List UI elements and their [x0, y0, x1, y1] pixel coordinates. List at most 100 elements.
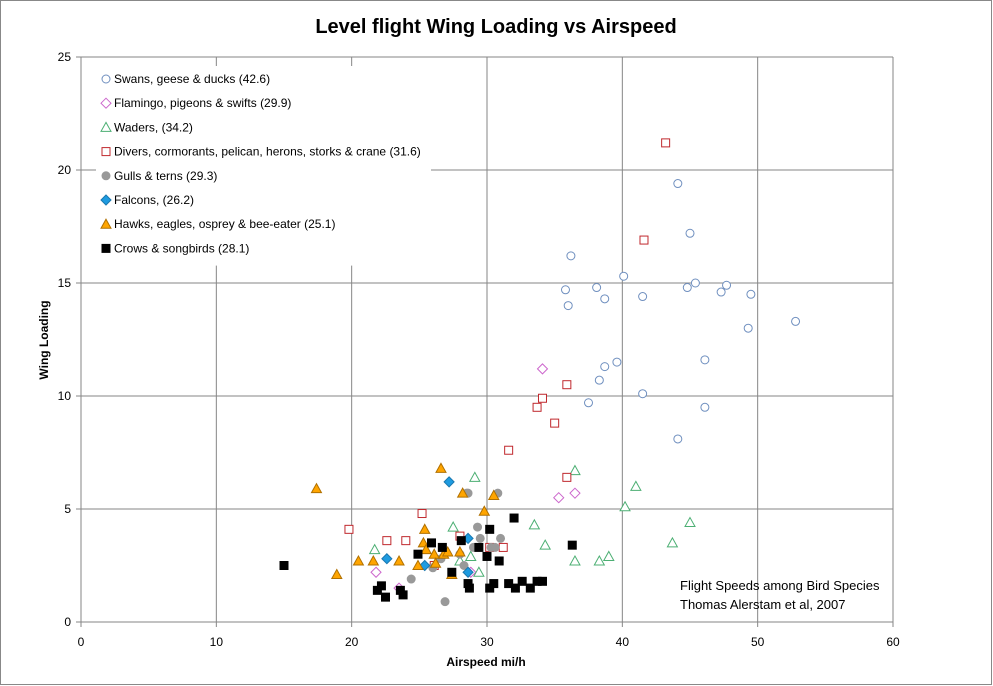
data-point: [464, 583, 474, 593]
data-point: [553, 491, 565, 504]
data-point: [673, 179, 683, 189]
data-point: [406, 574, 416, 584]
data-point: [412, 559, 424, 570]
data-point: [504, 445, 514, 455]
data-point: [381, 553, 393, 565]
x-tick-label: 30: [480, 635, 494, 649]
data-point: [700, 355, 710, 365]
data-point: [443, 476, 455, 488]
data-point: [478, 505, 491, 516]
data-point: [528, 518, 541, 530]
data-point: [630, 480, 642, 491]
data-point: [722, 280, 732, 290]
legend-marker: [101, 74, 111, 84]
data-point: [418, 523, 431, 534]
data-point: [539, 539, 552, 550]
data-point: [474, 542, 484, 552]
data-point: [509, 513, 519, 523]
legend-background: [96, 66, 431, 266]
annotation-line-2: Thomas Alerstam et al, 2007: [680, 597, 845, 612]
data-point: [401, 536, 411, 546]
legend-marker: [101, 171, 111, 181]
data-point: [600, 294, 610, 304]
data-point: [743, 323, 753, 333]
data-point: [592, 283, 602, 293]
data-point: [567, 540, 577, 550]
data-point: [393, 554, 405, 566]
data-point: [536, 363, 549, 375]
data-point: [494, 556, 504, 566]
data-point: [560, 285, 570, 295]
data-point: [473, 522, 483, 532]
data-point: [464, 550, 477, 561]
data-point: [661, 138, 671, 148]
x-tick-label: 10: [210, 635, 224, 649]
data-point: [666, 536, 679, 548]
data-point: [427, 538, 437, 548]
data-point: [279, 561, 289, 570]
data-point: [525, 583, 535, 593]
data-point: [368, 543, 381, 555]
data-point: [682, 283, 692, 293]
legend-label: Waders, (34.2): [114, 120, 193, 134]
legend-label: Hawks, eagles, osprey & bee-eater (25.1): [114, 217, 335, 231]
data-point: [428, 548, 441, 559]
legend-marker: [100, 218, 112, 229]
data-point: [562, 472, 572, 482]
data-point: [447, 567, 457, 577]
y-tick-label: 5: [64, 502, 71, 516]
data-point: [602, 550, 615, 561]
data-point: [344, 524, 354, 534]
data-point: [593, 554, 606, 566]
data-point: [489, 579, 499, 589]
series-group: [381, 476, 474, 578]
data-point: [462, 566, 474, 578]
data-point: [498, 542, 508, 552]
x-tick-label: 50: [751, 635, 765, 649]
legend-label: Gulls & terns (29.3): [114, 169, 217, 183]
data-point: [673, 434, 683, 444]
series-group: [310, 462, 500, 580]
x-tick-label: 40: [616, 635, 630, 649]
data-point: [563, 301, 573, 311]
data-point: [310, 482, 323, 494]
legend-label: Falcons, (26.2): [114, 193, 194, 207]
data-point: [398, 590, 408, 600]
data-point: [690, 278, 700, 288]
data-point: [482, 551, 492, 561]
legend-marker: [101, 243, 111, 253]
data-point: [367, 554, 380, 566]
data-point: [413, 549, 423, 559]
data-point: [376, 581, 386, 591]
y-tick-label: 10: [58, 389, 72, 403]
data-point: [550, 418, 560, 428]
data-point: [417, 509, 427, 519]
data-point: [716, 287, 726, 297]
legend-marker: [100, 121, 112, 132]
data-point: [490, 542, 500, 552]
data-point: [569, 487, 581, 499]
data-point: [537, 576, 547, 586]
data-point: [638, 292, 648, 302]
data-point: [700, 402, 710, 412]
series-group: [279, 513, 577, 602]
data-point: [569, 554, 581, 566]
data-point: [459, 561, 469, 570]
data-point: [456, 487, 469, 498]
data-point: [454, 545, 466, 557]
data-point: [684, 516, 696, 528]
data-point: [456, 536, 466, 546]
x-tick-label: 20: [345, 635, 359, 649]
data-point: [517, 576, 527, 586]
data-point: [791, 316, 801, 326]
data-point: [475, 533, 485, 543]
data-point: [532, 402, 542, 412]
data-point: [612, 357, 622, 367]
data-point: [370, 566, 382, 578]
legend-marker: [101, 147, 111, 157]
x-axis-title: Airspeed mi/h: [446, 655, 525, 669]
y-tick-label: 25: [58, 50, 72, 64]
series-group: [560, 179, 801, 444]
data-point: [584, 398, 593, 408]
